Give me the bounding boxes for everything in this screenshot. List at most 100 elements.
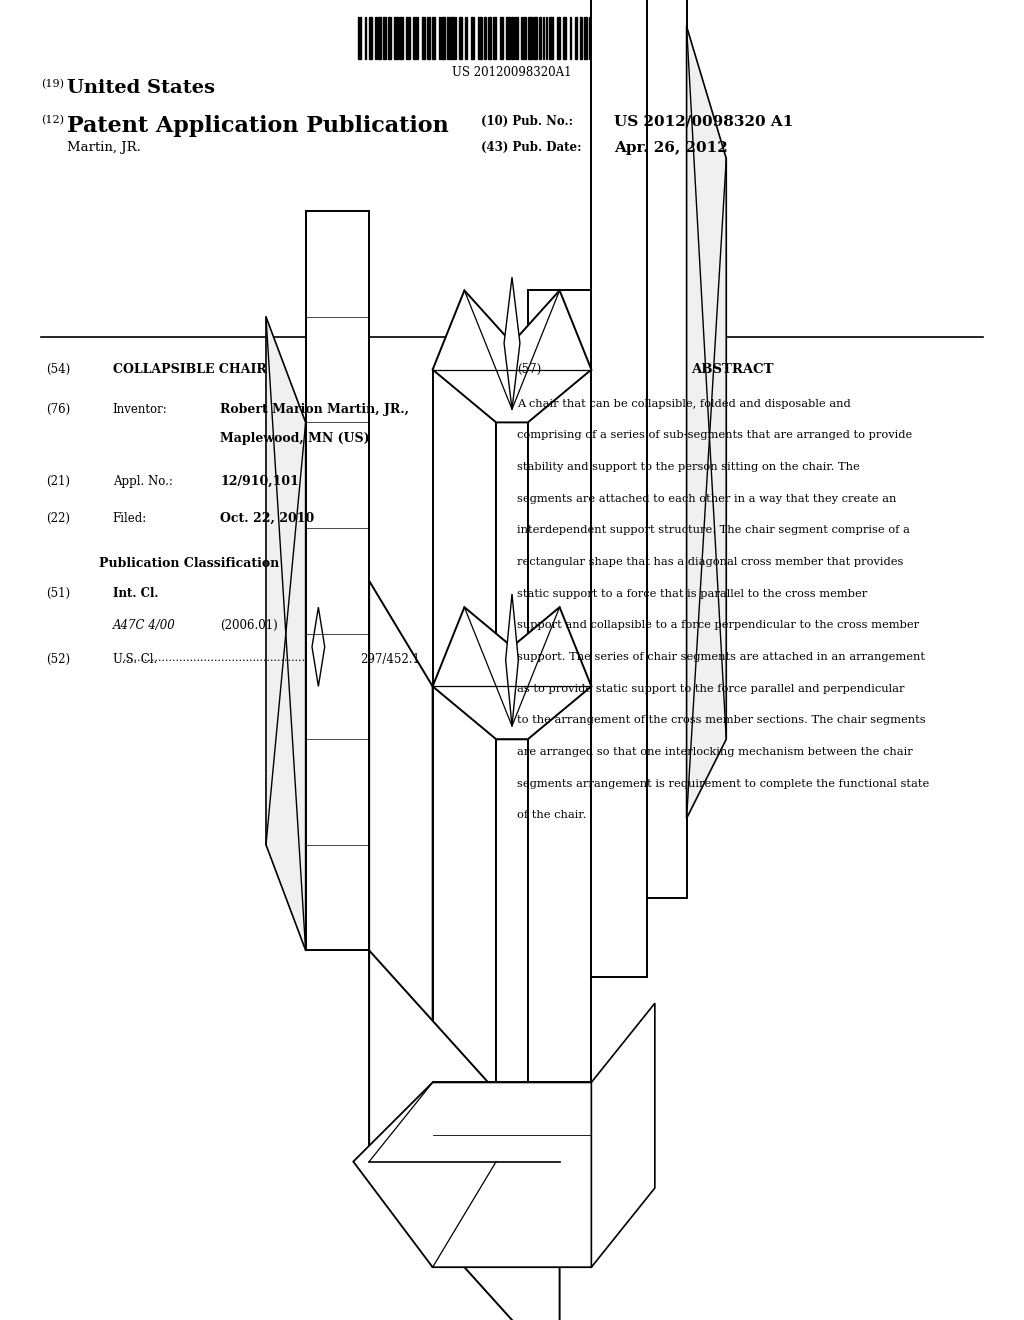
Bar: [383, 17, 386, 59]
Bar: [581, 17, 583, 59]
Text: as to provide static support to the force parallel and perpendicular: as to provide static support to the forc…: [517, 684, 904, 694]
Text: Filed:: Filed:: [113, 512, 146, 525]
Bar: [557, 17, 559, 59]
Text: A47C 4/00: A47C 4/00: [113, 619, 175, 632]
Bar: [427, 17, 429, 59]
Text: United States: United States: [67, 79, 215, 98]
Polygon shape: [432, 290, 592, 422]
Bar: [416, 17, 418, 59]
Text: COLLAPSIBLE CHAIR: COLLAPSIBLE CHAIR: [113, 363, 266, 376]
Text: rectangular shape that has a diagonal cross member that provides: rectangular shape that has a diagonal cr…: [517, 557, 903, 568]
Polygon shape: [647, 0, 686, 898]
Text: (21): (21): [46, 475, 70, 488]
Bar: [455, 17, 457, 59]
Polygon shape: [686, 26, 726, 818]
Bar: [447, 17, 449, 59]
Polygon shape: [312, 607, 325, 686]
Bar: [628, 17, 630, 59]
Text: (10) Pub. No.:: (10) Pub. No.:: [481, 115, 573, 128]
Bar: [441, 17, 445, 59]
Polygon shape: [592, 0, 647, 977]
Bar: [451, 17, 454, 59]
Text: (57): (57): [517, 363, 542, 376]
Text: (2006.01): (2006.01): [220, 619, 278, 632]
Text: to the arrangement of the cross member sections. The chair segments: to the arrangement of the cross member s…: [517, 715, 926, 726]
Text: Publication Classification: Publication Classification: [99, 557, 280, 570]
Bar: [439, 17, 440, 59]
Bar: [523, 17, 526, 59]
Bar: [546, 17, 548, 59]
Polygon shape: [432, 607, 592, 739]
Bar: [539, 17, 541, 59]
Bar: [589, 17, 593, 59]
Text: US 20120098320A1: US 20120098320A1: [453, 66, 571, 79]
Bar: [660, 17, 665, 59]
Polygon shape: [432, 1082, 592, 1214]
Bar: [610, 17, 612, 59]
Polygon shape: [369, 950, 559, 1320]
Bar: [422, 17, 425, 59]
Bar: [378, 17, 381, 59]
Bar: [515, 17, 518, 59]
Text: Appl. No.:: Appl. No.:: [113, 475, 172, 488]
Bar: [511, 17, 514, 59]
Text: Oct. 22, 2010: Oct. 22, 2010: [220, 512, 314, 525]
Bar: [601, 17, 602, 59]
Bar: [394, 17, 397, 59]
Bar: [459, 17, 462, 59]
Bar: [431, 17, 435, 59]
Bar: [365, 17, 367, 59]
Bar: [506, 17, 510, 59]
Bar: [528, 17, 531, 59]
Text: static support to a force that is parallel to the cross member: static support to a force that is parall…: [517, 589, 867, 599]
Text: support. The series of chair segments are attached in an arrangement: support. The series of chair segments ar…: [517, 652, 925, 663]
Text: ABSTRACT: ABSTRACT: [691, 363, 773, 376]
Bar: [407, 17, 410, 59]
Text: 297/452.1: 297/452.1: [360, 653, 420, 667]
Text: ....................................................: ........................................…: [123, 653, 305, 664]
Bar: [369, 17, 372, 59]
Bar: [584, 17, 587, 59]
Bar: [521, 17, 522, 59]
Text: comprising of a series of sub-segments that are arranged to provide: comprising of a series of sub-segments t…: [517, 430, 912, 441]
Bar: [399, 17, 402, 59]
Text: (12): (12): [41, 115, 63, 125]
Bar: [613, 17, 616, 59]
Bar: [597, 17, 599, 59]
Text: Martin, JR.: Martin, JR.: [67, 141, 140, 154]
Polygon shape: [369, 581, 432, 1267]
Bar: [639, 17, 642, 59]
Text: support and collapsible to a force perpendicular to the cross member: support and collapsible to a force perpe…: [517, 620, 920, 631]
Polygon shape: [353, 1082, 639, 1267]
Text: A chair that can be collapsible, folded and disposable and: A chair that can be collapsible, folded …: [517, 399, 851, 409]
Text: Patent Application Publication: Patent Application Publication: [67, 115, 449, 137]
Bar: [358, 17, 361, 59]
Text: of the chair.: of the chair.: [517, 810, 587, 821]
Bar: [494, 17, 497, 59]
Text: stability and support to the person sitting on the chair. The: stability and support to the person sitt…: [517, 462, 860, 473]
Bar: [478, 17, 481, 59]
Polygon shape: [305, 211, 369, 950]
Text: U.S. Cl.: U.S. Cl.: [113, 653, 157, 667]
Bar: [413, 17, 415, 59]
Bar: [618, 17, 621, 59]
Polygon shape: [496, 422, 528, 1162]
Bar: [534, 17, 537, 59]
Polygon shape: [504, 277, 520, 409]
Polygon shape: [432, 370, 496, 1082]
Text: (43) Pub. Date:: (43) Pub. Date:: [481, 141, 582, 154]
Text: 12/910,101: 12/910,101: [220, 475, 299, 488]
Polygon shape: [592, 1003, 655, 1267]
Bar: [550, 17, 553, 59]
Bar: [569, 17, 571, 59]
Text: (52): (52): [46, 653, 71, 667]
Bar: [488, 17, 492, 59]
Text: Apr. 26, 2012: Apr. 26, 2012: [614, 141, 728, 156]
Bar: [563, 17, 566, 59]
Bar: [657, 17, 658, 59]
Bar: [625, 17, 627, 59]
Text: (51): (51): [46, 587, 71, 601]
Text: Int. Cl.: Int. Cl.: [113, 587, 158, 601]
Bar: [484, 17, 486, 59]
Polygon shape: [506, 594, 518, 726]
